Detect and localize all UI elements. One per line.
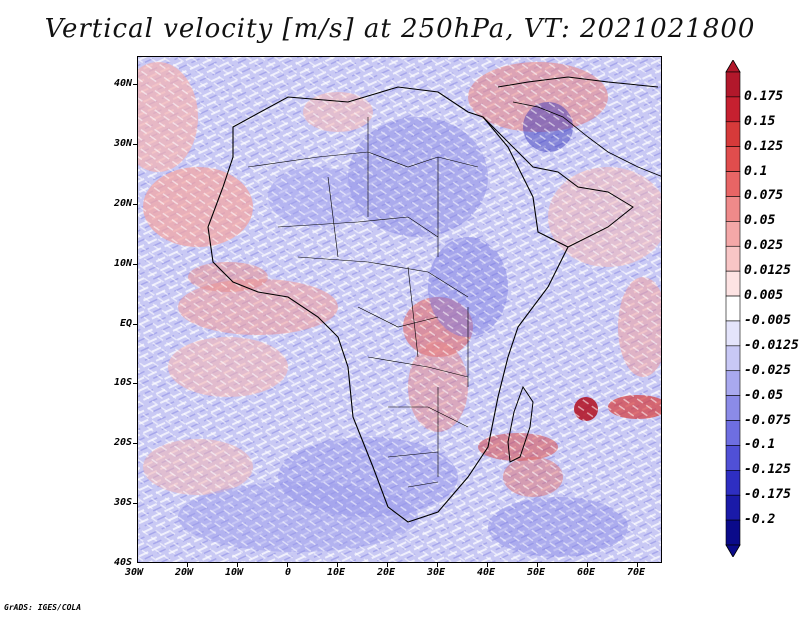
colorbar-segment: [725, 345, 741, 372]
lat-label-30s: 30S: [113, 497, 132, 508]
colorbar-label: 0.125: [744, 138, 784, 154]
lon-label-20e: 20E: [377, 567, 396, 578]
map-plot-area: [137, 56, 662, 563]
lon-tick: [537, 563, 538, 567]
lat-tick: [133, 324, 137, 325]
lon-label-10w: 10W: [225, 567, 244, 578]
lat-label-40s: 40S: [113, 557, 132, 568]
colorbar-label: -0.175: [744, 487, 791, 503]
colorbar-segment: [725, 146, 741, 172]
lon-label-20w: 20W: [175, 567, 194, 578]
colorbar-segment: [725, 420, 741, 446]
colorbar-bottom-arrow: [725, 544, 741, 557]
lat-label-40n: 40N: [113, 78, 132, 89]
colorbar-segment: [725, 245, 741, 272]
lon-tick: [387, 563, 388, 567]
colorbar-segment: [725, 96, 741, 123]
colorbar-segment: [725, 295, 741, 322]
colorbar-segment: [725, 221, 741, 247]
lat-tick: [133, 503, 137, 504]
colorbar-segment: [725, 171, 741, 197]
lat-label-10s: 10S: [113, 377, 132, 388]
lat-tick: [133, 144, 137, 145]
lon-label-60e: 60E: [577, 567, 596, 578]
lon-tick: [587, 563, 588, 567]
colorbar-segment: [725, 196, 741, 222]
colorbar-label: 0.0125: [744, 263, 791, 279]
lon-tick: [437, 563, 438, 567]
grads-credit: GrADS: IGES/COLA: [4, 603, 82, 612]
colorbar-label: 0.075: [744, 188, 784, 204]
lat-label-eq: EQ: [119, 318, 132, 329]
colorbar-label: -0.025: [744, 362, 791, 378]
lon-label-70e: 70E: [627, 567, 646, 578]
colorbar-segment: [725, 71, 741, 98]
chart-title: Vertical velocity [m/s] at 250hPa, VT: 2…: [44, 14, 756, 44]
lat-tick: [133, 383, 137, 384]
lon-tick: [337, 563, 338, 567]
colorbar-label: -0.005: [744, 312, 791, 328]
lat-tick: [133, 84, 137, 85]
lat-label-20n: 20N: [113, 198, 132, 209]
colorbar-label: 0.1: [744, 163, 768, 179]
colorbar-label: -0.2: [744, 512, 776, 528]
colorbar-top-arrow: [725, 60, 741, 73]
colorbar-label: -0.0125: [744, 337, 799, 353]
lon-label-30e: 30E: [427, 567, 446, 578]
colorbar: [725, 60, 741, 557]
lon-label-50e: 50E: [527, 567, 546, 578]
lat-label-10n: 10N: [113, 258, 132, 269]
lon-tick: [487, 563, 488, 567]
lon-label-30w: 30W: [125, 567, 144, 578]
lat-tick: [133, 264, 137, 265]
colorbar-label: -0.1: [744, 437, 776, 453]
lon-tick: [237, 563, 238, 567]
colorbar-label: 0.025: [744, 238, 784, 254]
lon-label-10e: 10E: [327, 567, 346, 578]
colorbar-label: 0.05: [744, 213, 776, 229]
colorbar-segment: [725, 470, 741, 496]
colorbar-label: 0.15: [744, 113, 776, 129]
lon-label-40e: 40E: [477, 567, 496, 578]
lon-tick: [287, 563, 288, 567]
colorbar-label: -0.075: [744, 412, 791, 428]
lon-tick: [637, 563, 638, 567]
colorbar-segment: [725, 494, 741, 521]
colorbar-segment: [725, 121, 741, 147]
colorbar-segment: [725, 320, 741, 347]
lat-tick: [133, 443, 137, 444]
lat-tick: [133, 204, 137, 205]
lon-tick: [187, 563, 188, 567]
lat-label-20s: 20S: [113, 437, 132, 448]
colorbar-segment: [725, 395, 741, 421]
colorbar-label: -0.05: [744, 387, 784, 403]
colorbar-segment: [725, 519, 741, 546]
colorbar-label: 0.175: [744, 88, 784, 104]
colorbar-segment: [725, 270, 741, 297]
vertical-velocity-field: [138, 57, 661, 562]
lon-label-0: 0: [285, 567, 292, 578]
lat-label-30n: 30N: [113, 138, 132, 149]
colorbar-segment: [725, 445, 741, 471]
colorbar-segment: [725, 370, 741, 396]
colorbar-label: 0.005: [744, 288, 784, 304]
colorbar-label: -0.125: [744, 462, 791, 478]
